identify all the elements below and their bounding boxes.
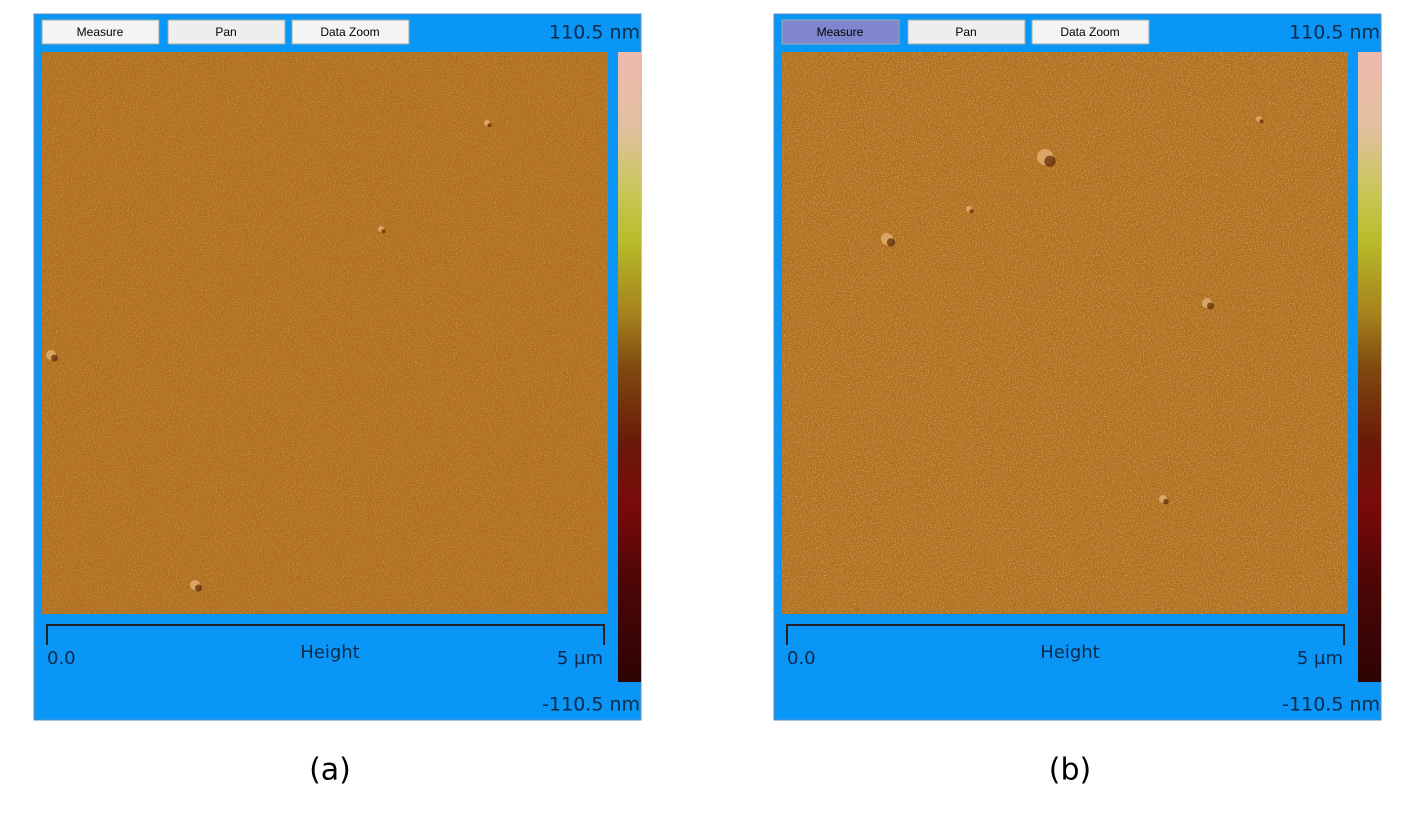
- surface-particle-shadow: [1163, 498, 1169, 505]
- color-bar: [1358, 52, 1381, 682]
- afm-texture-dark: [42, 52, 608, 614]
- button-label[interactable]: Measure: [77, 25, 124, 39]
- scale-max-label: 110.5 nm: [549, 22, 640, 44]
- scale-bar: [786, 624, 1345, 645]
- axis-end-label: 5 µm: [1297, 648, 1343, 669]
- button-label[interactable]: Measure: [817, 25, 864, 39]
- afm-texture-dark: [782, 52, 1348, 614]
- scale-max-label: 110.5 nm: [1289, 22, 1380, 44]
- toolbar-button[interactable]: [291, 19, 410, 45]
- color-bar: [618, 52, 641, 682]
- surface-particle-shadow: [1259, 119, 1264, 124]
- afm-panel: Measure Pan Data Zoom 110.5 nm -110.5 nm 0.0 H…: [33, 13, 642, 788]
- surface-particle-shadow: [51, 354, 58, 362]
- axis-label: Height: [1040, 642, 1100, 663]
- toolbar-button[interactable]: [907, 19, 1026, 45]
- axis-start-label: 0.0: [787, 648, 816, 669]
- button-label[interactable]: Pan: [955, 25, 976, 39]
- axis-label: Height: [300, 642, 360, 663]
- surface-particle-shadow: [1044, 155, 1056, 167]
- toolbar-button[interactable]: [1031, 19, 1150, 45]
- surface-particle-shadow: [886, 238, 896, 247]
- toolbar-button[interactable]: [41, 19, 160, 45]
- surface-particle-shadow: [195, 584, 202, 592]
- axis-start-label: 0.0: [47, 648, 76, 669]
- panel-caption: (b): [1049, 753, 1091, 788]
- button-label[interactable]: Data Zoom: [1060, 25, 1119, 39]
- surface-particle-shadow: [1207, 302, 1214, 310]
- surface-particle-shadow: [381, 229, 386, 234]
- button-label[interactable]: Pan: [215, 25, 236, 39]
- scale-min-label: -110.5 nm: [1282, 694, 1380, 716]
- axis-end-label: 5 µm: [557, 648, 603, 669]
- toolbar-button[interactable]: [781, 19, 900, 45]
- button-label[interactable]: Data Zoom: [320, 25, 379, 39]
- surface-particle-shadow: [487, 123, 492, 128]
- panel-caption: (a): [309, 753, 351, 788]
- afm-panel: Measure Pan Data Zoom 110.5 nm -110.5 nm 0.0 H…: [773, 13, 1382, 788]
- surface-particle-shadow: [969, 209, 974, 214]
- scale-bar: [46, 624, 605, 645]
- scale-min-label: -110.5 nm: [542, 694, 640, 716]
- toolbar-button[interactable]: [167, 19, 286, 45]
